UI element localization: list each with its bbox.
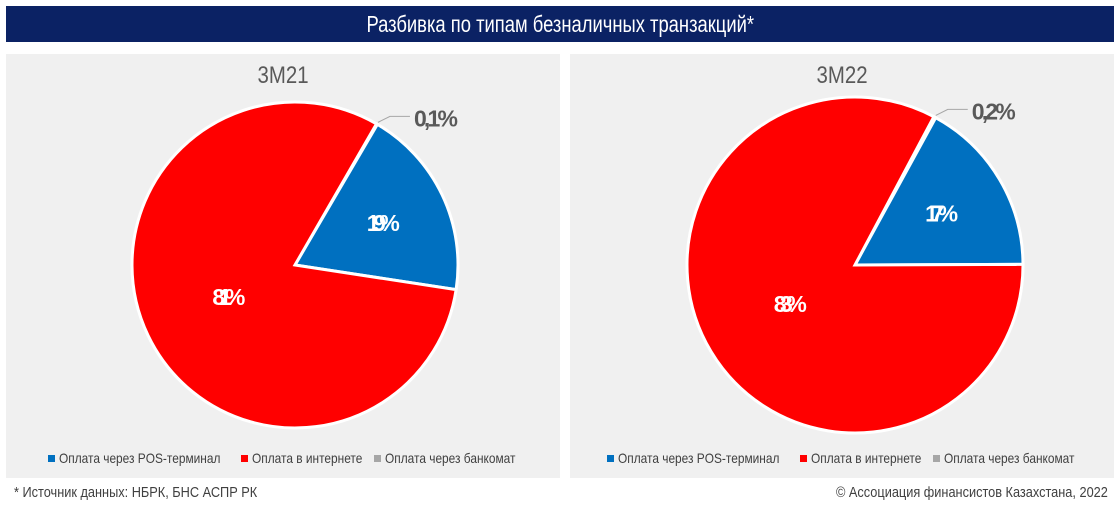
legend-swatch <box>932 454 940 462</box>
legend: Оплата через POS-терминал Оплата в интер… <box>570 450 1114 466</box>
copyright: © Ассоциация финансистов Казахстана, 202… <box>788 484 1108 501</box>
legend-swatch <box>373 454 381 462</box>
pie-slice-pos <box>292 122 460 292</box>
legend-swatch <box>799 454 807 462</box>
pie-chart-3m21: 0,1% 19% 81% <box>130 100 460 430</box>
leader-line <box>377 115 410 123</box>
legend-item-pos: Оплата через POS-терминал <box>47 450 229 466</box>
legend-item-internet: Оплата в интернете <box>799 450 922 466</box>
legend-item-atm: Оплата через банкомат <box>932 450 1078 466</box>
legend-swatch <box>240 454 248 462</box>
chart-title: 3M21 <box>6 62 560 90</box>
legend-label: Оплата в интернете <box>251 450 363 466</box>
chart-title-text: 3M22 <box>816 62 868 89</box>
chart-title: 3M22 <box>570 62 1114 90</box>
legend: Оплата через POS-терминал Оплата в интер… <box>6 450 560 466</box>
legend-label: Оплата через банкомат <box>384 450 516 466</box>
data-label-internet: 81% <box>212 284 245 310</box>
legend-label: Оплата через банкомат <box>943 450 1075 466</box>
legend-item-atm: Оплата через банкомат <box>373 450 519 466</box>
source-note: * Источник данных: НБРК, БНС АСПР РК <box>14 484 300 501</box>
pie-slice-pos <box>852 115 1025 267</box>
header-title: Разбивка по типам безналичных транзакций… <box>366 10 754 37</box>
legend-label: Оплата через POS-терминал <box>58 450 221 466</box>
source-text: * Источник данных: НБРК, БНС АСПР РК <box>14 484 258 501</box>
header-title-bar: Разбивка по типам безналичных транзакций… <box>6 6 1114 42</box>
legend-item-pos: Оплата через POS-терминал <box>606 450 788 466</box>
data-label-atm: 0,2% <box>972 98 1016 124</box>
chart-panel-3m22: 3M22 0,2% 17% 83% Оплата через POS-термина… <box>570 54 1114 478</box>
chart-title-text: 3M21 <box>257 62 309 89</box>
pie-slice-internet <box>130 100 458 430</box>
legend-swatch <box>47 454 55 462</box>
data-label-atm: 0,1% <box>414 105 458 131</box>
leader-line <box>935 108 968 116</box>
legend-label: Оплата через POS-терминал <box>617 450 780 466</box>
copyright-text: © Ассоциация финансистов Казахстана, 202… <box>836 484 1108 501</box>
data-label-pos: 19% <box>367 210 400 236</box>
pie-chart-3m22: 0,2% 17% 83% <box>685 95 1025 435</box>
legend-label: Оплата в интернете <box>810 450 922 466</box>
data-label-pos: 17% <box>925 200 958 226</box>
pie-slice-internet <box>685 95 1025 435</box>
legend-item-internet: Оплата в интернете <box>240 450 363 466</box>
data-label-internet: 83% <box>774 291 807 317</box>
legend-swatch <box>606 454 614 462</box>
chart-panel-3m21: 3M21 0,1% 19% 81% Оплата через POS-термина… <box>6 54 560 478</box>
